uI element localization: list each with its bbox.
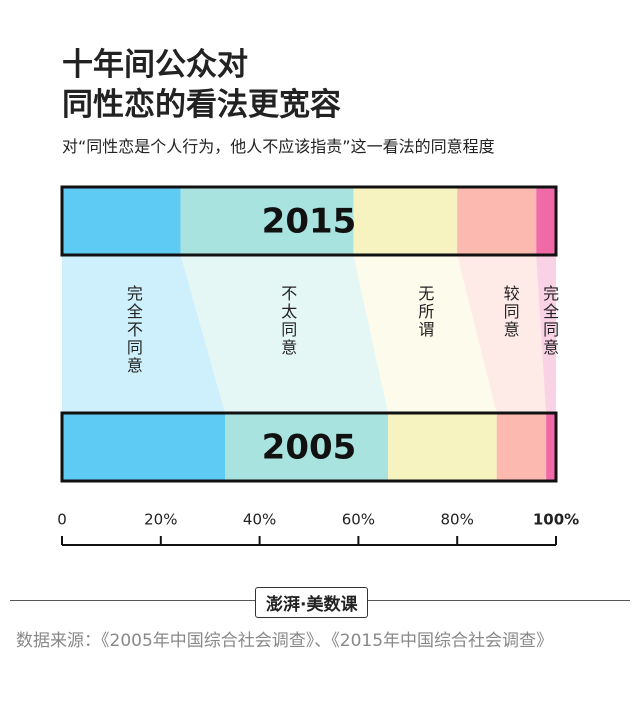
- chart: 完全不同意 不太同意 无所谓 较同意 完全同意 2015 2005 0 20% 40% 60% 80%…: [57, 185, 579, 546]
- bar-frame: [60, 411, 558, 483]
- x-tick-label: 100%: [533, 511, 579, 529]
- category-label: 2005: [262, 428, 357, 468]
- series-label: 较同意: [501, 285, 520, 339]
- category-label: 2015: [262, 202, 357, 242]
- x-tick-label: 0: [57, 511, 67, 529]
- bar-segment: [353, 187, 458, 255]
- chart-title: 同性恋的看法更宽容: [62, 87, 341, 123]
- x-tick-label: 80%: [441, 511, 474, 529]
- connector: [62, 255, 226, 413]
- bar-segment: [546, 413, 556, 481]
- series-label: 不太同意: [278, 285, 297, 357]
- chart-subtitle: 对“同性恋是个人行为，他人不应该指责”这一看法的同意程度: [62, 137, 495, 156]
- connector: [180, 255, 389, 413]
- bar-segment: [225, 413, 389, 481]
- bar-segment: [388, 413, 497, 481]
- bar-frame: [60, 185, 558, 257]
- series-label: 完全不同意: [124, 285, 143, 375]
- x-tick-label: 20%: [144, 511, 177, 529]
- series-label: 完全同意: [540, 285, 559, 357]
- bar-segment: [180, 187, 354, 255]
- connector: [536, 255, 556, 413]
- bar-segment: [536, 187, 556, 255]
- connector: [353, 255, 497, 413]
- bar-segment: [496, 413, 547, 481]
- x-tick-label: 60%: [342, 511, 375, 529]
- bar-segment: [62, 187, 181, 255]
- logo: 澎湃·美数课: [255, 587, 369, 618]
- chart-title: 十年间公众对: [62, 47, 248, 83]
- x-tick-label: 40%: [243, 511, 276, 529]
- bar-segment: [457, 187, 537, 255]
- source: 数据来源：《2005年中国综合社会调查》、《2015年中国综合社会调查》: [16, 631, 554, 651]
- series-label: 无所谓: [415, 285, 434, 339]
- bar-segment: [62, 413, 226, 481]
- connector: [457, 255, 547, 413]
